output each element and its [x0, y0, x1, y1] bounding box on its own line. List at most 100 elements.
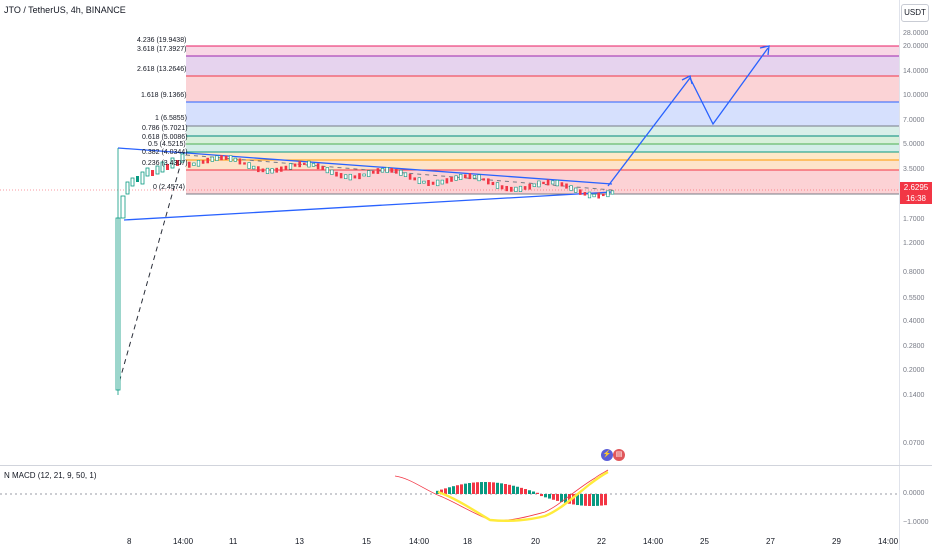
candle	[224, 155, 228, 160]
fib-label-0382: 0.382 (4.0344)	[142, 149, 188, 156]
candle	[403, 172, 408, 177]
candle	[537, 180, 541, 188]
candle	[427, 180, 430, 186]
time-axis-label: 18	[463, 537, 472, 546]
macd-bar	[536, 492, 539, 494]
candle	[587, 191, 592, 199]
fib-label-1: 1 (6.5855)	[155, 115, 187, 122]
macd-bar	[476, 482, 479, 494]
candle	[233, 157, 237, 162]
price-axis-label: 0.1400	[903, 392, 925, 399]
candle	[579, 189, 582, 195]
projection-path[interactable]	[607, 47, 769, 187]
candle	[569, 185, 573, 191]
candle	[311, 163, 316, 167]
macd-bar	[532, 491, 535, 494]
candle	[372, 170, 375, 174]
macd-signal-line	[394, 469, 609, 521]
time-axis-label: 11	[229, 537, 238, 546]
candle	[440, 179, 444, 185]
macd-bar	[496, 482, 499, 494]
candle	[265, 167, 270, 174]
lightning-icon[interactable]: ⚡	[601, 449, 613, 461]
candle	[339, 173, 343, 179]
candle	[284, 165, 288, 170]
candle	[487, 178, 490, 185]
candle	[510, 186, 513, 192]
candle	[505, 185, 508, 192]
candle	[316, 163, 320, 170]
fib-bands	[186, 46, 899, 194]
candle	[188, 161, 191, 168]
time-axis-label: 13	[295, 537, 304, 546]
candle	[298, 161, 301, 168]
candle	[523, 186, 527, 190]
macd-bar	[524, 489, 527, 494]
candle	[495, 182, 500, 189]
macd-axis-label: −1.0000	[903, 519, 929, 526]
macd-bar	[528, 490, 531, 494]
candle	[321, 166, 324, 170]
macd-bar	[440, 489, 443, 494]
fib-label-05: 0.5 (4.5215)	[148, 141, 186, 148]
time-axis-label: 20	[531, 537, 540, 546]
candle	[376, 168, 380, 174]
price-axis-label: 0.8000	[903, 269, 925, 276]
candle	[275, 167, 278, 173]
candle	[399, 169, 403, 176]
candle	[335, 171, 338, 177]
candle	[353, 175, 357, 179]
candle	[229, 155, 233, 162]
macd-line	[437, 470, 609, 522]
macd-bar	[456, 485, 459, 494]
candle	[468, 173, 472, 180]
candle	[257, 166, 260, 173]
consolidation-candles	[188, 155, 615, 199]
macd-bar	[492, 482, 495, 494]
candle	[344, 174, 348, 179]
price-axis-label: 1.7000	[903, 216, 925, 223]
price-axis-label: 0.2000	[903, 367, 925, 374]
price-axis-label: 5.0000	[903, 141, 925, 148]
symbol-title[interactable]: JTO / TetherUS, 4h, BINANCE	[4, 5, 126, 15]
candle	[417, 177, 421, 185]
macd-title[interactable]: N MACD (12, 21, 9, 50, 1)	[4, 471, 97, 480]
time-axis-label: 15	[362, 537, 371, 546]
macd-bar	[568, 494, 571, 504]
macd-bar	[504, 484, 507, 494]
macd-bar	[472, 482, 475, 494]
candle	[436, 179, 440, 187]
macd-axis-label: 0.0000	[903, 490, 925, 497]
macd-bar	[596, 494, 599, 506]
fib-label-0236: 0.236 (3.4307)	[142, 160, 188, 167]
candle	[518, 185, 523, 192]
macd-bar	[484, 482, 487, 494]
candle	[592, 193, 596, 198]
macd-bar	[556, 494, 559, 501]
candle	[454, 175, 458, 181]
macd-bar	[444, 488, 447, 494]
current-price-tag: 2.6295 16:38	[900, 182, 932, 204]
time-axis-label: 14:00	[878, 537, 899, 546]
us-flag-icon[interactable]: ▤	[613, 449, 625, 461]
macd-bar	[460, 484, 463, 494]
candle	[206, 157, 209, 164]
candle	[380, 168, 385, 173]
candle	[583, 192, 587, 196]
currency-button[interactable]: USDT	[901, 4, 929, 22]
triangle-pattern[interactable]	[117, 147, 613, 221]
macd-bar	[520, 487, 523, 494]
macd-bar	[436, 490, 439, 494]
candle	[464, 174, 467, 179]
candle	[243, 162, 246, 165]
candle	[597, 192, 600, 199]
pane-divider[interactable]	[0, 465, 932, 466]
macd-bar	[560, 494, 563, 502]
price-axis-label: 14.0000	[903, 68, 929, 75]
candles	[115, 148, 185, 395]
candle	[252, 165, 256, 170]
candle	[610, 190, 615, 195]
macd-bar	[500, 483, 503, 494]
macd-bar	[552, 494, 555, 500]
